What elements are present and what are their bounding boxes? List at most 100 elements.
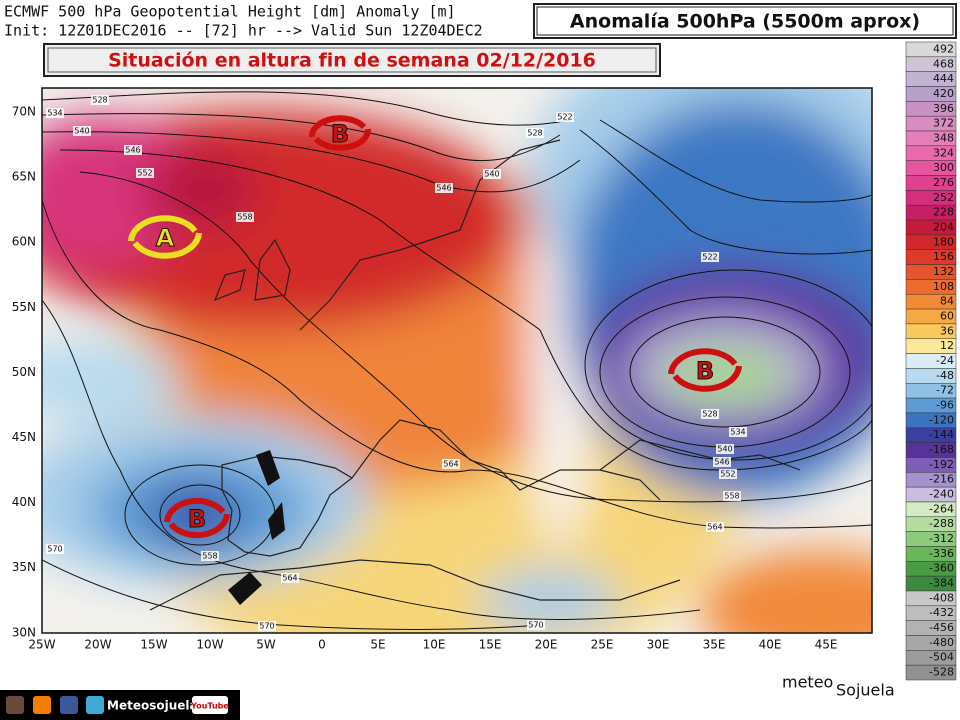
contour-label: 534 [47,109,62,118]
header-line1: ECMWF 500 hPa Geopotential Height [dm] A… [4,3,456,21]
contour-label-bg [91,95,109,105]
center-letter: A [156,224,175,252]
lon-label: 20E [535,638,558,652]
contour-label: 570 [259,622,274,631]
colorbar-label: 84 [940,295,954,308]
contour-label-bg [716,444,734,454]
lat-label: 55N [12,300,36,314]
lat-label: 45N [12,430,36,444]
colorbar-label: -528 [929,666,954,679]
colorbar-label: 156 [933,250,954,263]
circulation-arc [668,348,738,375]
colorbar-label: 444 [933,72,954,85]
colorbar-label: 348 [933,131,954,144]
logo-bottom: Sojuela [836,681,895,700]
colorbar-label: -504 [929,651,954,664]
colorbar-label: -408 [929,591,954,604]
contour-label-bg [527,620,545,630]
contour-label: 564 [282,574,297,583]
contour-label: 528 [92,96,107,105]
center-letter: B [696,357,714,385]
facebook-icon[interactable] [60,696,78,714]
lon-label: 5E [370,638,385,652]
coastlines [149,139,801,611]
contour-label-bg [483,169,501,179]
colorbar-label: -216 [929,473,954,486]
circulation-arc [309,115,367,138]
badge-box [533,3,957,39]
contour-label: 552 [137,169,152,178]
contour-label-bg [136,168,154,178]
colorbar-label: 324 [933,146,954,159]
colorbar-label: -240 [929,488,954,501]
contour-label: 546 [436,184,451,193]
lat-label: 30N [12,625,36,639]
colorbar-label: -336 [929,547,954,560]
instagram-icon[interactable] [6,696,24,714]
colorbar-label: -168 [929,443,954,456]
colorbar-label: 60 [940,309,954,322]
map-frame [41,87,873,634]
badge-title: Anomalía 500hPa (5500m aprox) [570,11,920,33]
contour-label-bg [46,544,64,554]
contour-label-bg [556,112,574,122]
lat-label: 65N [12,170,36,184]
contour-label: 552 [720,470,735,479]
colorbar-label: -360 [929,562,954,575]
contour-label: 558 [202,552,217,561]
colorbar-label: -480 [929,636,954,649]
colorbar-label: 300 [933,161,954,174]
lat-label: 60N [12,235,36,249]
contour-label-bg [701,409,719,419]
contour-label-bg [701,252,719,262]
center-letter: B [188,505,206,533]
colorbar-label: -264 [929,502,954,515]
banner-box [43,43,661,77]
colorbar-label: 468 [933,57,954,70]
colorbar-label: -456 [929,621,954,634]
contour-label-bg [201,551,219,561]
lon-label: 15W [140,638,167,652]
contour-label-bg [46,108,64,118]
contour-label-bg [236,212,254,222]
lon-label: 20W [84,638,111,652]
lon-label: 25E [591,638,614,652]
contour-label: 534 [730,428,745,437]
circulation-arc [128,215,198,242]
blogger-icon[interactable] [33,696,51,714]
circulation-arc [313,128,371,151]
colorbar-label: -432 [929,606,954,619]
contour-label-bg [124,145,142,155]
colorbar-label: 372 [933,117,954,130]
colorbar-label: 396 [933,102,954,115]
colorbar-label: 180 [933,235,954,248]
contour-label: 570 [528,621,543,630]
contour-label: 540 [484,170,499,179]
lon-label: 35E [703,638,726,652]
contour-label: 570 [47,545,62,554]
youtube-badge[interactable] [192,696,228,714]
flow-arrows [228,450,285,605]
contour-label: 540 [74,127,89,136]
contour-label: 522 [702,253,717,262]
contour-label: 546 [714,458,729,467]
lon-label: 10E [423,638,446,652]
contour-label: 558 [237,213,252,222]
colorbar-label: 276 [933,176,954,189]
colorbar-label: 108 [933,280,954,293]
circulation-arc [672,365,742,392]
lat-label: 50N [12,365,36,379]
social-name: Meteosojuela [107,699,198,713]
colorbar-label: -96 [936,399,954,412]
twitter-icon[interactable] [86,696,104,714]
contour-label-bg [719,469,737,479]
colorbar-label: 420 [933,87,954,100]
contour-label: 546 [125,146,140,155]
circulation-arc [164,497,226,523]
pressure-center: B [164,497,230,539]
banner-title: Situación en altura fin de semana 02/12/… [108,50,596,72]
anomaly-field [42,88,872,633]
header-line2: Init: 12Z01DEC2016 -- [72] hr --> Valid … [4,22,483,40]
